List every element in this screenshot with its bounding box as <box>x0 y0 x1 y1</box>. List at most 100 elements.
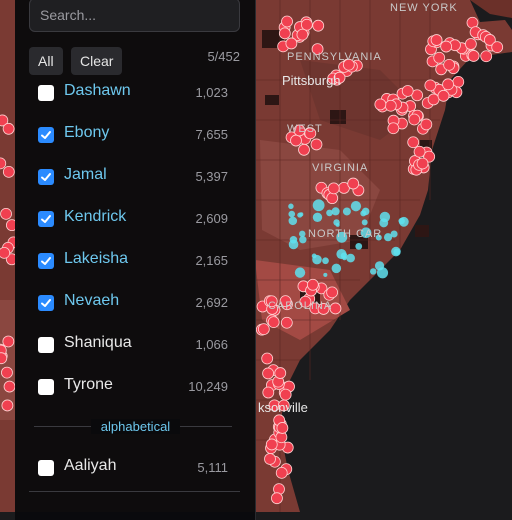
map-dot-red <box>464 38 477 50</box>
map-dot-red <box>437 89 450 102</box>
map-dot-cyan <box>331 207 340 216</box>
checkbox-checked[interactable] <box>38 211 54 227</box>
map-dot-red <box>311 43 324 55</box>
map-dot-red <box>279 388 292 401</box>
map-dot-red <box>299 295 312 308</box>
map-dot-red <box>1 399 14 412</box>
map-dot-red <box>480 50 493 63</box>
list-item-count: 2,692 <box>195 295 228 310</box>
list-item[interactable]: Shaniqua 1,066 <box>15 329 256 361</box>
checkbox-checked[interactable] <box>38 253 54 269</box>
list-item-count: 2,609 <box>195 211 228 226</box>
map-dot-red <box>2 335 15 348</box>
checkbox-unchecked[interactable] <box>38 460 54 476</box>
map-label-carolina: CAROLINA <box>268 300 333 312</box>
list-item-name: Tyrone <box>64 376 113 393</box>
map-dot-red <box>271 492 283 505</box>
map-dot-red <box>262 386 275 399</box>
map-dot-red <box>310 138 323 151</box>
list-item-count: 2,165 <box>195 253 228 268</box>
checkbox-unchecked[interactable] <box>38 379 54 395</box>
cyan-dots-layer <box>288 199 409 279</box>
map-dot-red <box>347 177 360 190</box>
map-dot-cyan <box>379 211 391 223</box>
list-item[interactable]: Tyrone 10,249 <box>15 371 256 403</box>
map-dot-red <box>442 78 454 91</box>
checkbox-checked[interactable] <box>38 295 54 311</box>
map-dot-red <box>298 143 310 156</box>
checkbox-unchecked[interactable] <box>38 85 54 101</box>
list-item-name: Jamal <box>64 166 107 183</box>
check-icon <box>41 257 51 265</box>
map-label-pittsburgh: Pittsburgh <box>282 73 341 88</box>
map-dot-cyan <box>312 212 323 222</box>
list-item[interactable]: Lakeisha 2,165 <box>15 245 256 277</box>
map-dot-cyan <box>288 203 294 210</box>
clear-button[interactable]: Clear <box>71 47 123 75</box>
map-dot-cyan <box>355 242 363 250</box>
list-item[interactable]: Aaliyah 5,111 <box>15 452 256 484</box>
map-dot-red <box>0 207 12 220</box>
list-item-name: Nevaeh <box>64 292 120 309</box>
map-label-pennsylvania: PENNSYLVANIA <box>287 51 382 63</box>
map-dot-cyan <box>326 209 333 217</box>
map-dot-red <box>430 34 443 46</box>
map-dot-red <box>443 58 456 71</box>
map-dot-red <box>374 98 387 111</box>
map-dot-red <box>0 157 7 170</box>
map-dot-cyan <box>298 230 306 238</box>
list-item-name: Ebony <box>64 124 110 141</box>
county-lines <box>255 0 450 512</box>
map-dot-red <box>342 58 355 71</box>
map-dot-cyan <box>294 267 306 278</box>
map-dot-red <box>293 124 306 137</box>
map-dot-red <box>387 122 400 135</box>
list-divider <box>29 491 240 492</box>
map-dot-red <box>420 118 433 131</box>
list-item[interactable]: Nevaeh 2,692 <box>15 287 256 319</box>
map-dot-red <box>3 380 16 393</box>
map-dot-cyan <box>323 272 328 277</box>
map-dot-red <box>304 127 317 140</box>
map-dot-cyan <box>322 257 329 265</box>
map-dot-red <box>327 182 340 195</box>
map-dot-red <box>285 37 298 50</box>
list-item-name: Kendrick <box>64 208 127 225</box>
list-item-count: 1,066 <box>195 337 228 352</box>
map-dot-cyan <box>288 239 299 250</box>
map-dot-red <box>306 278 319 291</box>
map-dot-red <box>265 438 278 451</box>
map-dot-red <box>384 99 397 112</box>
checkbox-unchecked[interactable] <box>38 337 54 353</box>
map-dot-red <box>277 399 290 412</box>
search-input[interactable] <box>29 0 240 32</box>
map-dot-red <box>329 302 342 315</box>
select-all-button[interactable]: All <box>29 47 63 75</box>
map-dot-cyan <box>342 207 351 216</box>
checkbox-checked[interactable] <box>38 127 54 143</box>
map-label-new-york: NEW YORK <box>390 2 458 14</box>
list-item-name: Lakeisha <box>64 250 129 267</box>
list-item-count: 1,023 <box>195 85 228 100</box>
list-item-count: 5,111 <box>197 460 228 475</box>
map-dot-red <box>274 367 287 379</box>
map-dot-red <box>262 367 274 380</box>
checkbox-checked[interactable] <box>38 169 54 185</box>
map-dot-cyan <box>361 219 368 226</box>
selection-count: 5/452 <box>207 49 240 64</box>
map-dot-cyan <box>299 212 304 217</box>
map-dot-cyan <box>398 216 409 227</box>
list-item[interactable]: Kendrick 2,609 <box>15 203 256 235</box>
map-dot-red <box>433 51 446 64</box>
list-item-name: Shaniqua <box>64 334 132 351</box>
map-dot-red <box>0 114 9 127</box>
map-dot-cyan <box>336 231 348 243</box>
list-item[interactable]: Dashawn 1,023 <box>15 77 256 109</box>
map-dot-cyan <box>390 230 398 238</box>
map-dot-red <box>317 303 330 315</box>
map-dot-red <box>280 316 293 329</box>
section-label: alphabetical <box>90 419 181 434</box>
list-item[interactable]: Ebony 7,655 <box>15 119 256 151</box>
list-item[interactable]: Jamal 5,397 <box>15 161 256 193</box>
check-icon <box>41 215 51 223</box>
